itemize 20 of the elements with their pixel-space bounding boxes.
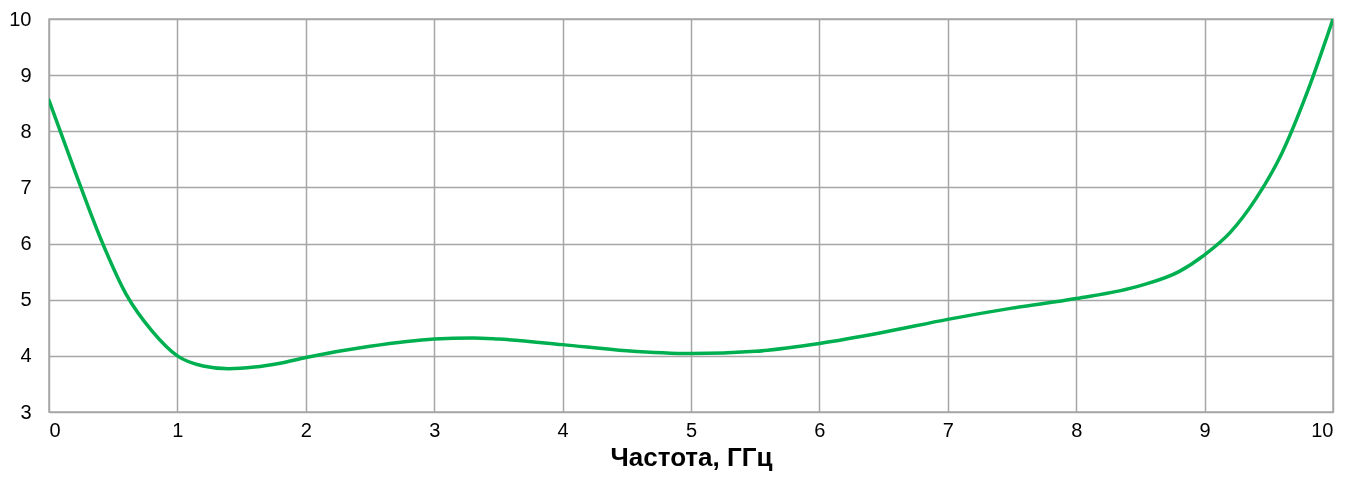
x-tick-label: 7 [942,418,954,441]
x-tick-label: 9 [1199,418,1211,441]
x-tick-label: 5 [685,418,698,441]
x-tick-label: 1 [172,418,184,441]
y-tick-label: 9 [20,63,32,86]
y-tick-label: 6 [20,232,32,255]
y-tick-label: 3 [20,400,32,423]
y-tick-label: 10 [9,7,32,30]
x-tick-label: 6 [814,418,826,441]
y-tick-label: 4 [20,344,32,367]
x-tick-label: 3 [429,418,441,441]
y-tick-label: 8 [20,119,32,142]
x-tick-label: 8 [1071,418,1083,441]
x-tick-label: 0 [49,418,61,441]
x-tick-label: 2 [300,418,312,441]
x-axis-title: Частота, ГГц [610,441,773,472]
x-tick-label: 10 [1311,418,1334,441]
y-tick-label: 7 [20,175,32,198]
x-tick-label: 4 [557,418,569,441]
y-tick-label: 5 [20,288,32,311]
